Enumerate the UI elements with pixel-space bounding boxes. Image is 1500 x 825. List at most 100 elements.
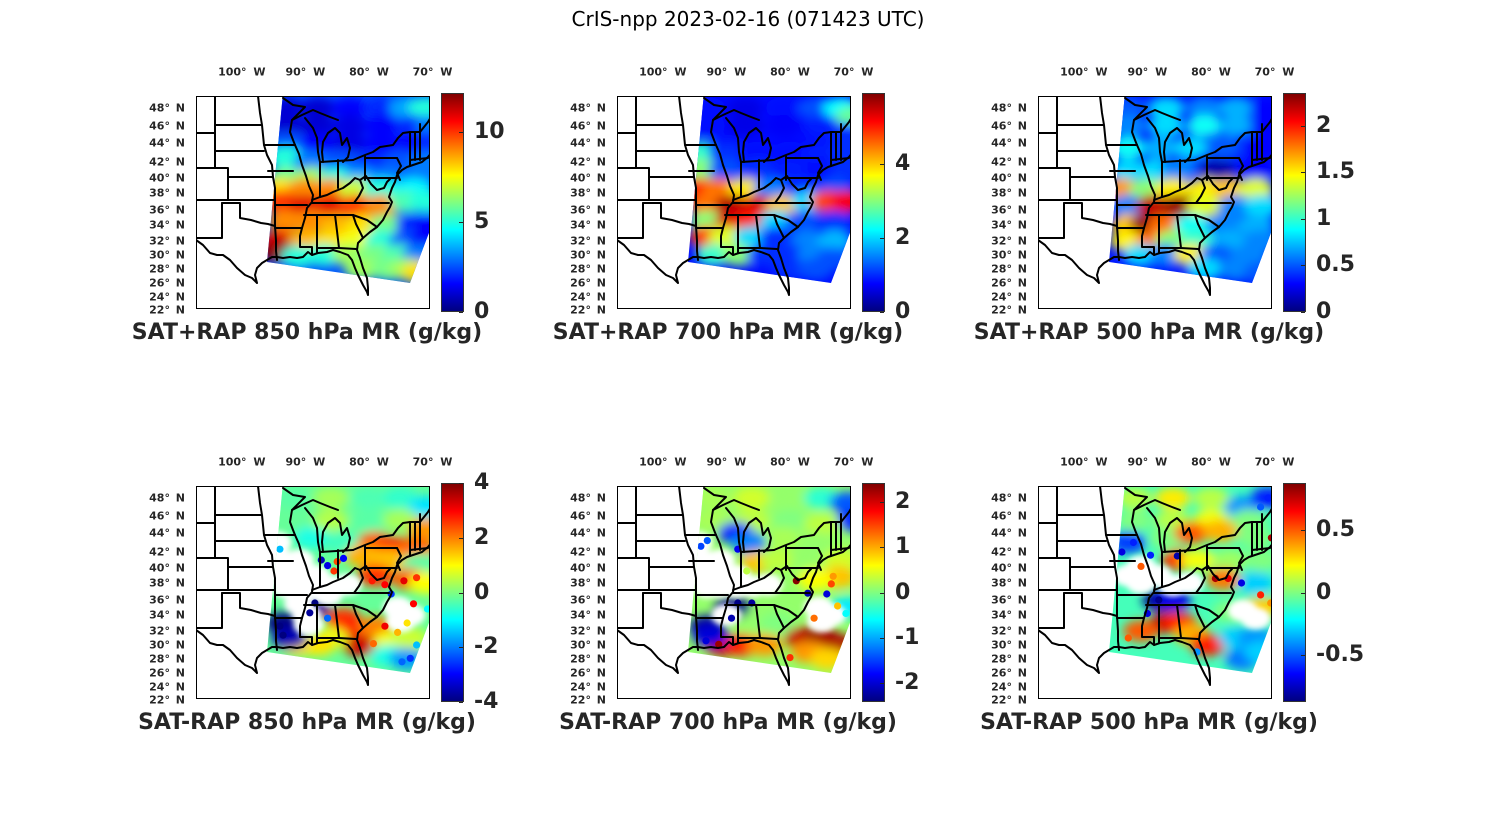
colorbar-tick [1301, 312, 1305, 313]
lat-tick-label: 42° N [570, 155, 606, 169]
boundary-line [759, 637, 778, 640]
no-data-gap [293, 613, 324, 636]
colorbar-tick [1301, 172, 1305, 174]
colorbar-tick [1301, 265, 1305, 267]
lat-tick-label: 42° N [991, 155, 1027, 169]
field-sample [1193, 487, 1229, 509]
boundary-line [725, 117, 742, 163]
boundary-line [316, 604, 340, 639]
field-sample [408, 496, 430, 518]
field-sample [338, 194, 375, 217]
lon-tick-label: 90° W [706, 65, 747, 79]
no-data-gap [312, 583, 343, 606]
map-panel: 100° W 90° W 80° W 70° W 48° N 46° N 44° N 42° … [974, 67, 1355, 344]
plot-frame [1038, 96, 1272, 309]
boundary-line [1238, 157, 1244, 181]
field-sample [689, 210, 726, 233]
colorbar-tick-label: 10 [474, 119, 505, 145]
colorbar-tick-label: 2 [895, 224, 911, 250]
colorbar-tick [880, 502, 884, 504]
boundary-line [1063, 202, 1118, 227]
lat-tick-label: 26° N [570, 666, 606, 680]
boundary-line [352, 214, 378, 228]
lat-tick-label: 28° N [991, 262, 1027, 276]
lat-tick-label: 26° N [149, 276, 185, 290]
field-sample [733, 612, 770, 634]
lat-tick-label: 30° N [570, 638, 606, 652]
map-panel: 100° W 90° W 80° W 70° W 48° N 46° N 44° N 42° … [559, 457, 919, 734]
boundary-line [1194, 214, 1206, 239]
lon-tick-label: 90° W [285, 65, 326, 79]
boundary-line [617, 167, 650, 201]
boundary-line [773, 604, 785, 629]
field-sample [408, 190, 430, 213]
boundary-line [712, 499, 760, 511]
field-sample [312, 178, 349, 201]
field-sample [797, 258, 834, 280]
boundary-line [642, 202, 697, 227]
lat-tick-label: 28° N [570, 262, 606, 276]
boundary-line [617, 202, 644, 239]
field-sample [1205, 136, 1242, 159]
lat-tick-label: 40° N [149, 561, 185, 575]
lat-tick-label: 36° N [149, 203, 185, 217]
map-panel: 100° W 90° W 80° W 70° W 48° N 46° N 44° N 42° … [553, 67, 911, 344]
lon-tick-label: 100° W [639, 65, 687, 79]
field-sample [363, 132, 400, 154]
boundary-line [1163, 517, 1193, 553]
field-sample [351, 487, 387, 509]
field-sample [1250, 97, 1272, 119]
lon-tick-label: 90° W [1127, 455, 1168, 469]
boundary-line [1195, 569, 1206, 594]
boundary-line [196, 592, 223, 629]
state-boundaries [1038, 486, 1272, 686]
boundary-line [712, 109, 760, 121]
lon-tick-label: 100° W [1060, 65, 1108, 79]
observation-point [834, 602, 842, 610]
boundary-line [1238, 547, 1244, 571]
plot-frame [196, 486, 430, 699]
colorbar-tick-label: 2 [895, 489, 911, 515]
boundary-line [737, 604, 761, 639]
colorbar-tick-label: -1 [895, 624, 920, 650]
lon-tick-label: 90° W [706, 455, 747, 469]
field-layer [1109, 97, 1272, 283]
observation-point [1257, 591, 1265, 599]
field-sample [398, 536, 430, 559]
field-sample [727, 97, 764, 119]
boundary-line [617, 592, 644, 629]
boundary-line [409, 157, 429, 161]
field-sample [293, 526, 330, 549]
boundary-line [1161, 159, 1196, 163]
field-sample [759, 226, 796, 248]
lat-tick-label: 26° N [991, 666, 1027, 680]
lat-tick-label: 34° N [991, 608, 1027, 622]
field-sample [708, 226, 745, 248]
field-sample [829, 491, 851, 514]
lat-tick-label: 34° N [570, 608, 606, 622]
colorbar-tick [1301, 655, 1305, 657]
lat-tick-label: 32° N [991, 624, 1027, 638]
lat-tick-label: 46° N [149, 509, 185, 523]
panel-title: SAT+RAP 850 hPa MR (g/kg) [131, 320, 483, 345]
lat-tick-label: 46° N [991, 119, 1027, 133]
field-sample [816, 210, 851, 233]
boundary-line [1063, 592, 1118, 617]
boundary-line [319, 549, 354, 553]
boundary-line [353, 569, 364, 594]
observation-point [339, 554, 348, 562]
observation-point [823, 590, 831, 598]
lat-tick-label: 24° N [149, 290, 185, 304]
lat-tick-label: 36° N [991, 593, 1027, 607]
field-sample [274, 509, 311, 532]
boundary-line [740, 549, 775, 553]
lat-tick-label: 34° N [149, 608, 185, 622]
lon-tick-label: 70° W [833, 65, 874, 79]
lat-tick-label: 48° N [991, 491, 1027, 505]
colorbar-tick-label: 2 [474, 524, 490, 550]
boundary-line [353, 179, 364, 204]
observation-point [381, 622, 389, 630]
boundary-line [1194, 604, 1220, 618]
boundary-line [196, 167, 229, 201]
colorbar-tick [1301, 592, 1305, 594]
